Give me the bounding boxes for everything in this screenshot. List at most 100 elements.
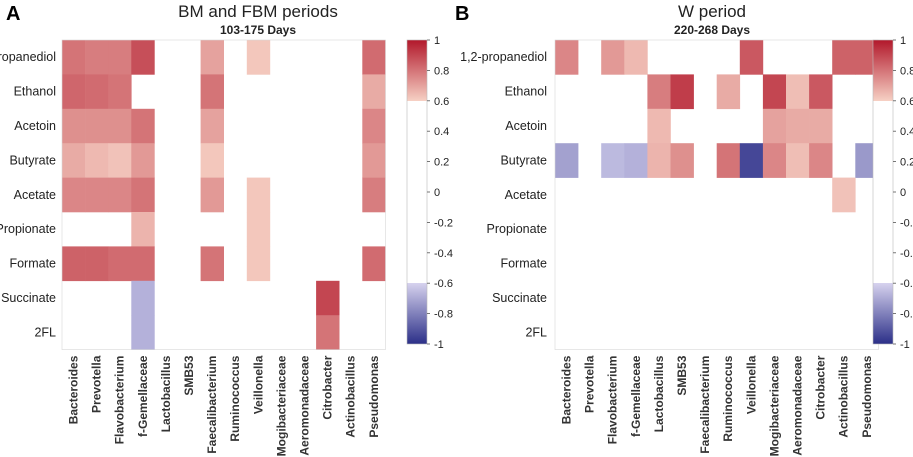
heatmap-cell-formate-bacteroides	[62, 246, 86, 282]
colorbar-tick-label: 0.4	[434, 126, 449, 138]
colorbar-tick-label: 0.2	[900, 157, 913, 169]
panel-a-subtitle: 103-175 Days	[220, 23, 296, 37]
column-label: Flavobacterium	[113, 356, 127, 445]
heatmap-cell-butyrate-prevotella	[85, 143, 109, 178]
row-label: 2FL	[34, 325, 56, 339]
heatmap-cell-acetoin-citrobacter	[809, 108, 833, 144]
heatmap-cell-propionate-veillonella	[246, 212, 271, 247]
row-label: Ethanol	[505, 85, 547, 99]
colorbar	[406, 39, 428, 345]
heatmap-cell-butyrate-bacteroides	[62, 143, 86, 178]
heatmap-cell-acetate-faecalibacterium	[200, 177, 224, 213]
colorbar-tick-label: 0.8	[900, 65, 913, 77]
colorbar-tick-label: -0.2	[434, 217, 453, 229]
column-label: Pseudomonas	[860, 355, 874, 437]
row-label: Ethanol	[14, 85, 56, 99]
column-label: Ruminococcus	[228, 355, 242, 441]
column-label: Prevotella	[90, 355, 104, 413]
colorbar-tick-label: -0.8	[900, 309, 913, 321]
heatmap-cell-acetoin-mogibacteriaceae	[762, 108, 787, 144]
colorbar-tick-label: -1	[434, 339, 444, 351]
colorbar-tick-label: -0.6	[434, 278, 453, 290]
heatmap-cell-acetate-pseudomonas	[362, 177, 386, 213]
colorbar-tick-label: 0.4	[900, 126, 913, 138]
panel-letter-b: B	[455, 3, 469, 25]
row-label: Acetate	[14, 188, 56, 202]
heatmap-cell-butyrate-ruminococcus	[716, 143, 741, 178]
column-label: Citrobacter	[321, 355, 335, 419]
colorbar-tick-label: -1	[900, 339, 910, 351]
colorbar-tick-label: 0	[900, 187, 906, 199]
column-label: Actinobacillus	[344, 355, 358, 437]
colorbar-tick-label: -0.4	[900, 248, 913, 260]
row-label: Acetate	[505, 188, 547, 202]
heatmap-cell-ethanol-pseudomonas	[362, 74, 386, 110]
heatmap-cell-acetate-f-gemellaceae	[131, 177, 155, 213]
column-label: Aeromonadaceae	[791, 355, 805, 455]
heatmap-cell-1-2-propanediol-prevotella	[85, 40, 109, 75]
heatmap-cell-succinate-f-gemellaceae	[131, 280, 155, 316]
heatmap-cell-ethanol-mogibacteriaceae	[762, 74, 787, 110]
heatmap-cell-acetoin-aeromonadaceae	[786, 108, 810, 144]
heatmap-cell-butyrate-flavobacterium	[601, 143, 625, 178]
heatmap-cell-acetoin-lactobacillus	[647, 108, 671, 144]
column-label: Veillonella	[744, 355, 758, 414]
heatmap-cell-formate-f-gemellaceae	[131, 246, 155, 282]
heatmap-cell-acetoin-f-gemellaceae	[131, 108, 155, 144]
heatmap-cell-ethanol-citrobacter	[809, 74, 833, 110]
column-label: SMB53	[675, 355, 689, 395]
colorbar-tick-label: 0.8	[434, 65, 449, 77]
heatmap-cell-butyrate-mogibacteriaceae	[762, 143, 787, 178]
heatmap-cell-ethanol-lactobacillus	[647, 74, 671, 110]
row-label: Acetoin	[14, 119, 56, 133]
column-label: Faecalibacterium	[205, 356, 219, 454]
panel-b-title: W period	[678, 2, 746, 21]
row-label: Propionate	[487, 222, 548, 236]
heatmap-cell-acetoin-faecalibacterium	[200, 108, 224, 144]
row-label: Butyrate	[9, 153, 56, 167]
heatmap-cell-ethanol-ruminococcus	[716, 74, 741, 110]
column-label: f-Gemellaceae	[136, 355, 150, 437]
heatmap-cell-ethanol-smb53	[670, 74, 694, 110]
row-label: 1,2-propanediol	[460, 50, 547, 64]
heatmap-frame	[61, 39, 386, 350]
heatmap-cell-acetate-flavobacterium	[108, 177, 132, 213]
column-label: Flavobacterium	[606, 356, 620, 445]
heatmap-cell-2fl-citrobacter	[316, 315, 340, 350]
colorbar-tick-label: 0.2	[434, 157, 449, 169]
heatmap-cell-1-2-propanediol-bacteroides	[555, 40, 579, 75]
heatmap-cell-acetate-bacteroides	[62, 177, 86, 213]
heatmap-cell-butyrate-bacteroides	[555, 143, 579, 178]
column-label: Actinobacillus	[837, 355, 851, 437]
column-label: Veillonella	[251, 355, 265, 414]
row-label: Formate	[500, 257, 547, 271]
column-label: SMB53	[182, 355, 196, 395]
colorbar	[872, 39, 894, 345]
heatmap-cell-formate-faecalibacterium	[200, 246, 224, 282]
heatmap-cell-butyrate-aeromonadaceae	[786, 143, 810, 178]
heatmap-cell-acetate-actinobacillus	[832, 177, 856, 213]
row-label: Butyrate	[500, 153, 547, 167]
column-label: Lactobacillus	[159, 355, 173, 432]
heatmap-cell-butyrate-lactobacillus	[647, 143, 671, 178]
column-label: Mogibacteriaceae	[767, 355, 781, 456]
heatmap-cell-1-2-propanediol-faecalibacterium	[200, 40, 224, 75]
row-label: 1,2-propanediol	[0, 50, 56, 64]
row-label: Succinate	[1, 291, 56, 305]
heatmap-cell-1-2-propanediol-veillonella	[246, 40, 271, 75]
heatmap-cell-1-2-propanediol-veillonella	[739, 40, 764, 75]
heatmap-cell-succinate-citrobacter	[316, 280, 340, 316]
heatmap-cell-butyrate-f-gemellaceae	[624, 143, 648, 178]
heatmap-cell-acetoin-flavobacterium	[108, 108, 132, 144]
column-label: Bacteroides	[560, 355, 574, 424]
row-label: Succinate	[492, 291, 547, 305]
heatmap-cell-1-2-propanediol-bacteroides	[62, 40, 86, 75]
heatmap-cell-1-2-propanediol-actinobacillus	[832, 40, 856, 75]
heatmap-cell-acetoin-bacteroides	[62, 108, 86, 144]
heatmap-cell-ethanol-flavobacterium	[108, 74, 132, 110]
heatmap-cell-ethanol-faecalibacterium	[200, 74, 224, 110]
row-label: Formate	[9, 257, 56, 271]
colorbar-tick-label: -0.6	[900, 278, 913, 290]
colorbar-tick-label: -0.4	[434, 248, 453, 260]
